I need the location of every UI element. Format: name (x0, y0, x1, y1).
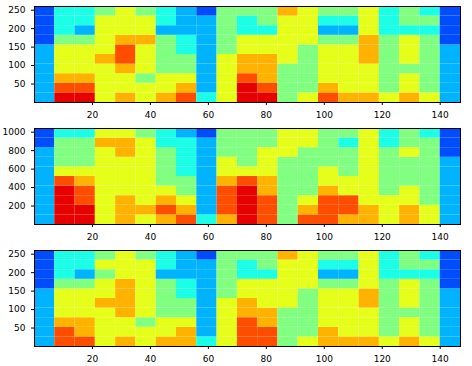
svg-text:40: 40 (145, 354, 157, 364)
svg-text:140: 140 (432, 354, 449, 364)
svg-text:140: 140 (432, 110, 449, 120)
svg-text:20: 20 (87, 110, 99, 120)
svg-text:250: 250 (8, 249, 25, 259)
svg-text:120: 120 (374, 354, 391, 364)
svg-text:80: 80 (261, 110, 273, 120)
svg-text:600: 600 (8, 164, 25, 174)
svg-text:250: 250 (8, 5, 25, 15)
svg-text:100: 100 (8, 304, 25, 314)
svg-text:60: 60 (203, 110, 215, 120)
svg-text:140: 140 (432, 232, 449, 242)
svg-text:60: 60 (203, 354, 215, 364)
svg-text:200: 200 (8, 24, 25, 34)
svg-text:400: 400 (8, 182, 25, 192)
svg-text:800: 800 (8, 146, 25, 156)
svg-text:100: 100 (316, 110, 333, 120)
svg-text:100: 100 (316, 232, 333, 242)
svg-text:120: 120 (374, 232, 391, 242)
svg-text:120: 120 (374, 110, 391, 120)
svg-text:100: 100 (316, 354, 333, 364)
svg-text:80: 80 (261, 232, 273, 242)
svg-text:100: 100 (8, 60, 25, 70)
svg-text:20: 20 (87, 232, 99, 242)
svg-text:80: 80 (261, 354, 273, 364)
svg-text:200: 200 (8, 201, 25, 211)
svg-text:40: 40 (145, 110, 157, 120)
svg-text:150: 150 (8, 286, 25, 296)
svg-text:200: 200 (8, 268, 25, 278)
svg-text:60: 60 (203, 232, 215, 242)
svg-text:20: 20 (87, 354, 99, 364)
svg-text:1000: 1000 (3, 127, 26, 137)
svg-text:50: 50 (14, 79, 26, 89)
svg-text:40: 40 (145, 232, 157, 242)
svg-text:50: 50 (14, 323, 26, 333)
svg-text:150: 150 (8, 42, 25, 52)
